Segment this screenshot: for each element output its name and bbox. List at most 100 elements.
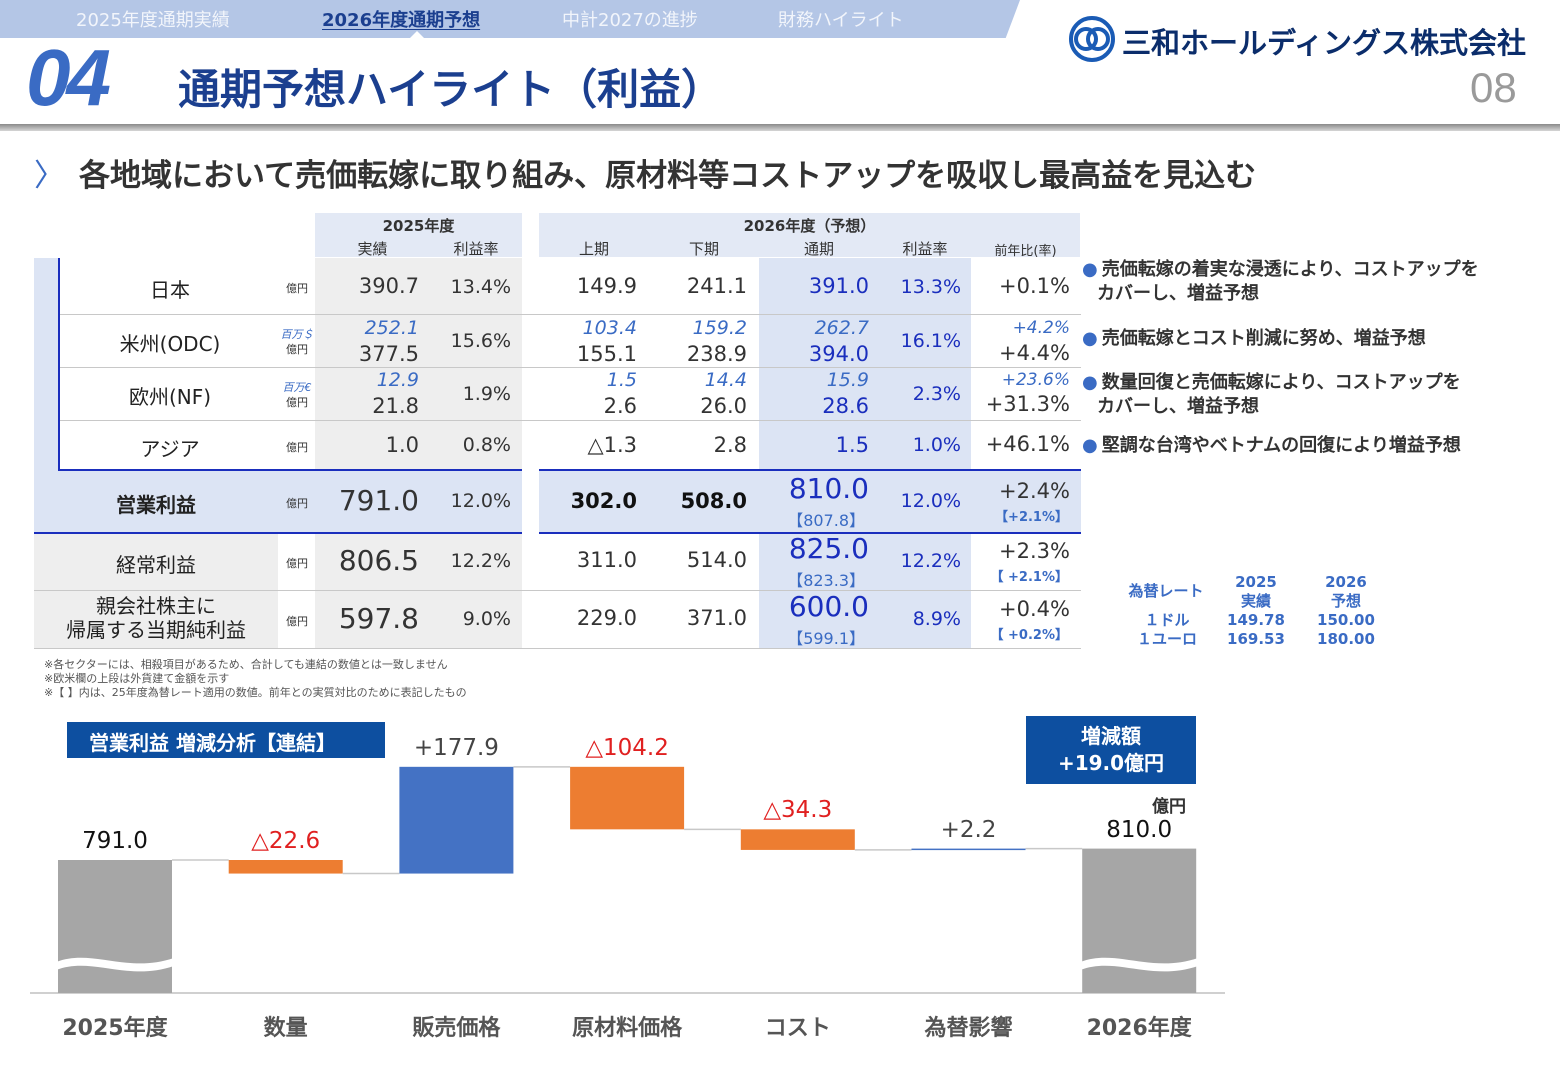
header-full-year: 通期: [803, 240, 834, 258]
axis-break-mark: [1080, 957, 1199, 972]
header-yoy: 前年比(率): [994, 244, 1057, 259]
waterfall-category-label: 2026年度: [1086, 1016, 1192, 1041]
japan-h2: 241.1: [686, 274, 747, 298]
subtitle: 〉各地域において売価転嫁に取り組み、原材料等コストアップを吸収し最高益を見込む: [34, 150, 1256, 195]
comment-americas-line1: 売価転嫁とコスト削減に努め、増益予想: [1101, 328, 1426, 349]
waterfall-category-label: 販売価格: [412, 1016, 501, 1041]
net-full-bracket: 【599.1】: [787, 629, 865, 648]
total-change-label: 増減額: [1081, 724, 1141, 748]
waterfall-category-label: 2025年度: [62, 1016, 168, 1041]
header-h2: 下期: [688, 240, 719, 258]
operating-h1: 302.0: [570, 489, 637, 513]
waterfall-bar: [58, 860, 172, 993]
unit-europe-fx: 百万€: [282, 381, 312, 394]
waterfall-bar: [1082, 848, 1197, 993]
asia-h1: △1.3: [587, 433, 637, 457]
fx-label: 為替レート: [1128, 582, 1204, 600]
page-title: 通期予想ハイライト（利益）: [178, 65, 724, 114]
europe-h1-fx: 1.5: [606, 369, 637, 391]
americas-actual: 377.5: [358, 342, 419, 366]
bullet-icon: ●: [1082, 372, 1098, 393]
company-name: 三和ホールディングス株式会社: [1122, 26, 1526, 60]
comment-asia-line1: 堅調な台湾やベトナムの回復により増益予想: [1101, 435, 1461, 456]
net-h1: 229.0: [576, 606, 637, 630]
japan-h1: 149.9: [576, 274, 637, 298]
chevron-right-icon: 〉: [34, 158, 65, 194]
nav-tab-financial-highlights[interactable]: 財務ハイライト: [778, 10, 904, 31]
ordinary-margin-2026: 12.2%: [900, 550, 961, 572]
operating-actual: 791.0: [338, 484, 419, 517]
header-group-2025: 2025年度: [382, 217, 455, 235]
europe-h1: 2.6: [603, 394, 637, 418]
americas-h2: 238.9: [686, 342, 747, 366]
col-bg-fullyear: [759, 258, 971, 471]
comment-europe: ● 数量回復と売価転嫁により、コストアップを カバーし、増益予想: [1082, 371, 1461, 419]
europe-full-fx: 15.9: [826, 369, 869, 391]
comment-japan: ● 売価転嫁の着実な浸透により、コストアップを カバーし、増益予想: [1082, 258, 1479, 306]
row-label-net: 親会社株主に 帰属する当期純利益: [34, 594, 278, 642]
waterfall-unit: 億円: [1152, 797, 1186, 817]
header-bg-2025: [315, 213, 522, 257]
europe-yoy: +31.3%: [985, 392, 1070, 416]
unit-asia: 億円: [286, 441, 308, 454]
ordinary-yoy-bracket: 【 +2.1%】: [990, 570, 1068, 585]
asia-margin-2025: 0.8%: [462, 434, 511, 456]
operating-bottom-line: [34, 532, 1081, 534]
nav-tab-midterm-plan[interactable]: 中計2027の進捗: [562, 10, 698, 31]
waterfall-value-label: 791.0: [82, 828, 148, 854]
fx-header-2026-year: 2026: [1325, 573, 1367, 591]
operating-yoy: +2.4%: [999, 479, 1070, 503]
fx-eur-2026: 180.00: [1317, 630, 1375, 648]
net-yoy-bracket: 【 +0.2%】: [990, 628, 1068, 643]
unit-net: 億円: [286, 615, 308, 628]
ordinary-yoy: +2.3%: [999, 539, 1070, 563]
segment-bottom-line: [58, 469, 1081, 471]
row-divider: [34, 590, 1081, 591]
top-nav: 2025年度通期実績 2026年度通期予想 中計2027の進捗 財務ハイライト: [0, 0, 1020, 38]
operating-full-bracket: 【807.8】: [787, 511, 865, 530]
page-number: 08: [1470, 64, 1517, 111]
net-h2: 371.0: [686, 606, 747, 630]
net-full: 600.0: [788, 590, 869, 623]
operating-margin-2025: 12.0%: [450, 490, 511, 512]
section-number: 04: [26, 33, 111, 122]
ordinary-h1: 311.0: [576, 548, 637, 572]
header-margin-2026: 利益率: [902, 240, 948, 258]
asia-h2: 2.8: [713, 433, 747, 457]
unit-europe: 億円: [286, 396, 308, 409]
bullet-icon: ●: [1082, 259, 1098, 280]
operating-h2: 508.0: [680, 489, 747, 513]
americas-h1-fx: 103.4: [582, 317, 637, 339]
comment-japan-line2: カバーし、増益予想: [1097, 283, 1259, 304]
americas-actual-fx: 252.1: [364, 317, 419, 339]
fx-usd-label: １ドル: [1144, 611, 1190, 629]
col-bg-2025: [315, 258, 522, 471]
unit-ordinary: 億円: [286, 557, 308, 570]
net-actual: 597.8: [338, 602, 419, 635]
waterfall-bar: [399, 766, 514, 874]
waterfall-title: 営業利益 増減分析【連結】: [67, 722, 385, 758]
header-h1: 上期: [578, 240, 609, 258]
comment-japan-line1: 売価転嫁の着実な浸透により、コストアップを: [1101, 259, 1479, 280]
americas-margin-2026: 16.1%: [900, 330, 961, 352]
unit-japan: 億円: [286, 282, 308, 295]
active-tab-caret: [410, 31, 424, 38]
comment-asia: ● 堅調な台湾やベトナムの回復により増益予想: [1082, 434, 1461, 458]
unit-operating: 億円: [286, 497, 308, 510]
nav-tab-2026-forecast[interactable]: 2026年度通期予想: [322, 10, 481, 31]
row-label-japan: 日本: [150, 278, 190, 302]
unit-americas-fx: 百万＄: [280, 328, 314, 341]
asia-actual: 1.0: [385, 433, 419, 457]
row-label-net-line2: 帰属する当期純利益: [66, 618, 246, 642]
americas-margin-2025: 15.6%: [450, 330, 511, 352]
ordinary-full-bracket: 【823.3】: [787, 571, 865, 590]
operating-yoy-bracket: 【+2.1%】: [995, 510, 1068, 525]
nav-tab-2025-results[interactable]: 2025年度通期実績: [76, 10, 230, 31]
europe-full: 28.6: [822, 394, 869, 418]
ordinary-margin-2025: 12.2%: [450, 550, 511, 572]
waterfall-bar: [570, 766, 685, 830]
americas-full-fx: 262.7: [814, 317, 869, 339]
footnote: ※各セクターには、相殺項目があるため、合計しても連結の数値とは一致しません: [44, 658, 448, 671]
bullet-icon: ●: [1082, 435, 1098, 456]
europe-actual: 21.8: [372, 394, 419, 418]
